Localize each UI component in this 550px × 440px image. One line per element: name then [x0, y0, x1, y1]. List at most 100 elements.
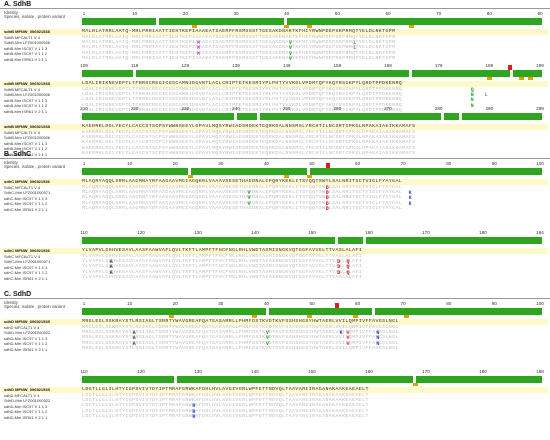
identity-dip-marker	[252, 315, 258, 318]
sequence-name: sdhD-Mm ISC97 V 1 1 3	[4, 335, 48, 341]
ruler-tick-label: 1	[82, 11, 86, 16]
variant-residue: V	[247, 189, 251, 196]
sequence-name: SdhB-Mm LFZ001000506	[4, 40, 51, 46]
variant-residue: L	[484, 91, 488, 98]
identity-gap	[371, 308, 375, 315]
variant-residue: K	[408, 200, 412, 207]
variant-residue: A	[132, 340, 136, 347]
variant-residue: L	[353, 39, 357, 46]
variant-residue: R	[192, 414, 196, 421]
mutation-highlight-box	[335, 303, 339, 308]
identity-dip-marker	[307, 175, 313, 178]
reference-sequence-name: sdhB MFNW_006921538	[4, 81, 50, 86]
sequence-name: sdhD-Mm ISR61 V 2 1 1	[4, 414, 48, 420]
ruler-tick-label: 120	[137, 369, 145, 374]
consensus-dots: LDALIRIKNEVDPTLTFRRSCREGICGSCAMNIDGVNTLA…	[82, 97, 403, 103]
sequence-name: SdhB MFCALT1 V 4	[4, 87, 40, 92]
ruler-tick-label: 270	[384, 106, 392, 111]
ruler-tick-label: 159	[333, 63, 342, 68]
panel-title: B. SdhC	[4, 151, 32, 158]
ruler-tick-label: 188	[536, 369, 544, 374]
ruler-tick-label: 160	[365, 230, 373, 235]
ruler-tick-label: 20	[172, 161, 178, 166]
ruler-tick-label: 60	[355, 161, 361, 166]
consensus-dots: MALRLATRRLAATQ-MRLPRRIAATTIEHTKEPIAAAEAT…	[82, 39, 396, 45]
consensus-dots: YLVAPVLGHHVESAVLAASFAAWVAFLQVLTKFTLAMPFT…	[82, 253, 363, 259]
panel-title: A. SdhB	[4, 1, 32, 8]
identity-dip-marker	[169, 315, 175, 318]
identity-gap	[174, 376, 177, 383]
sequence-name: sdhC-Mm ISR61 V 2 1 1	[4, 275, 48, 281]
identity-dip-marker	[408, 25, 414, 28]
sequence-name: sdhC-Mm ISR61 V 2 1 1	[4, 206, 48, 212]
variant-residue: K	[408, 189, 412, 196]
consensus-dots: MLAQRYAQQLSRRLAAGMNAYRFAAGAAVMGIAGQKRLVA…	[82, 200, 403, 206]
identity-gap	[509, 70, 513, 77]
sequence-name: SdhC-Mm LFZ001000571	[4, 259, 51, 265]
ruler-tick-label: 90	[537, 11, 543, 16]
identity-gap	[408, 70, 412, 77]
reference-row-highlight	[2, 28, 548, 35]
variant-residue: K	[408, 195, 412, 202]
identity-gap	[459, 113, 463, 120]
variant-residue: D	[325, 189, 329, 196]
ruler-tick-label: 30	[218, 301, 224, 306]
ruler-tick-label: 210	[80, 106, 88, 111]
identity-dip-marker	[519, 77, 524, 80]
consensus-dots: KAERRKLDGLYECYLCACCSTSCPSYWWNSEEYLGPAVLM…	[82, 151, 416, 157]
ruler-tick-label: 120	[137, 230, 145, 235]
ruler-tick-label: 80	[486, 11, 492, 16]
identity-dip-marker	[284, 175, 290, 178]
identity-dip-marker	[307, 315, 313, 318]
ruler-tick-label: 180	[479, 369, 487, 374]
variant-residue: N	[470, 97, 474, 104]
consensus-dots: LDGTLLGLILHTYIGPSVIVTDYIPTMRAFGRWKAFDHLH…	[82, 403, 369, 409]
ruler-tick-label: 140	[251, 230, 259, 235]
sequence-name: SdhD-Mm LFZ001000522	[4, 330, 51, 336]
consensus-dots: KAERRKLDGLYECYLCACCSTSCPSYWWNSEEYLGPAVLM…	[82, 129, 416, 135]
sequence-name: sdhD MFCALT1 V 4	[4, 325, 40, 330]
sequence-name: SdhC MFCALT1 V 4	[4, 185, 41, 190]
ruler-tick-label: 184	[536, 230, 544, 235]
variant-residue: K	[339, 329, 343, 336]
variant-residue: R	[192, 403, 196, 410]
ruler-tick-label: 260	[333, 106, 342, 111]
ruler-tick-label: 199	[536, 63, 544, 68]
variant-residue: V	[266, 335, 270, 342]
variant-residue: V	[247, 195, 251, 202]
consensus-dots: LDALIRIKNEVDPTLTFRRSCREGICGSCAMNIDGVNTLA…	[82, 86, 403, 92]
variant-residue: A	[109, 264, 113, 271]
identity-bar	[82, 376, 542, 383]
identity-gap	[132, 70, 136, 77]
variant-residue: Q	[346, 264, 350, 271]
consensus-dots: YLVAPVLGHHVESAVLAASFAAWVAFLQVLTKFTLAMPFT…	[82, 275, 363, 281]
sequence-name: SdhC MFCALT1 V 4	[4, 254, 41, 259]
reference-sequence: YLVAPVLGHHVESAVLAASFAAWVAFLQVLTKFTLAMPFT…	[82, 247, 363, 253]
variant-residue: A	[109, 269, 113, 276]
identity-dip-marker	[353, 315, 359, 318]
ruler-tick-label: 50	[309, 161, 315, 166]
sequence-name: sdhD MFCALT1 V 4	[4, 393, 40, 398]
ruler-tick-label: 50	[334, 11, 340, 16]
ruler-tick-label: 50	[309, 301, 315, 306]
panel-divider	[0, 298, 550, 299]
ruler-tick-label: 299	[536, 106, 544, 111]
variant-residue: D	[325, 195, 329, 202]
variant-residue: D	[337, 258, 341, 265]
ruler-tick-label: 80	[446, 161, 452, 166]
ruler-tick-label: 130	[194, 369, 202, 374]
sequence-name: sdhB-Mm ISC97 V 1 1 3	[4, 140, 48, 146]
sequence-name: sdhB-Mm ISC97 V 1 1 2	[4, 146, 48, 152]
ruler-tick-label: 170	[422, 230, 430, 235]
reference-sequence: LDGTLLGLILHTYIGPSVIVTDYIPTMRAFGRWKAFDHLH…	[82, 386, 369, 392]
consensus-dots: MRGLEGLSSKRAYSTLRSIAGLTSRRTYWAVGREAFQATG…	[82, 335, 399, 341]
ruler-tick-label: 10	[132, 11, 138, 16]
reference-sequence-name: sdhC MFNW_006921536	[4, 248, 50, 253]
sequence-name: sdhB-Mm ISR61 V 2 1 1	[4, 56, 48, 62]
ruler-tick-label: 70	[400, 161, 406, 166]
ruler-tick-label: 170	[422, 369, 430, 374]
panel-divider	[0, 158, 550, 159]
sequence-name: SdhC-Mm LFZ001000571	[4, 190, 51, 196]
ruler-tick-label: 179	[434, 63, 443, 68]
identity-gap	[284, 18, 288, 25]
